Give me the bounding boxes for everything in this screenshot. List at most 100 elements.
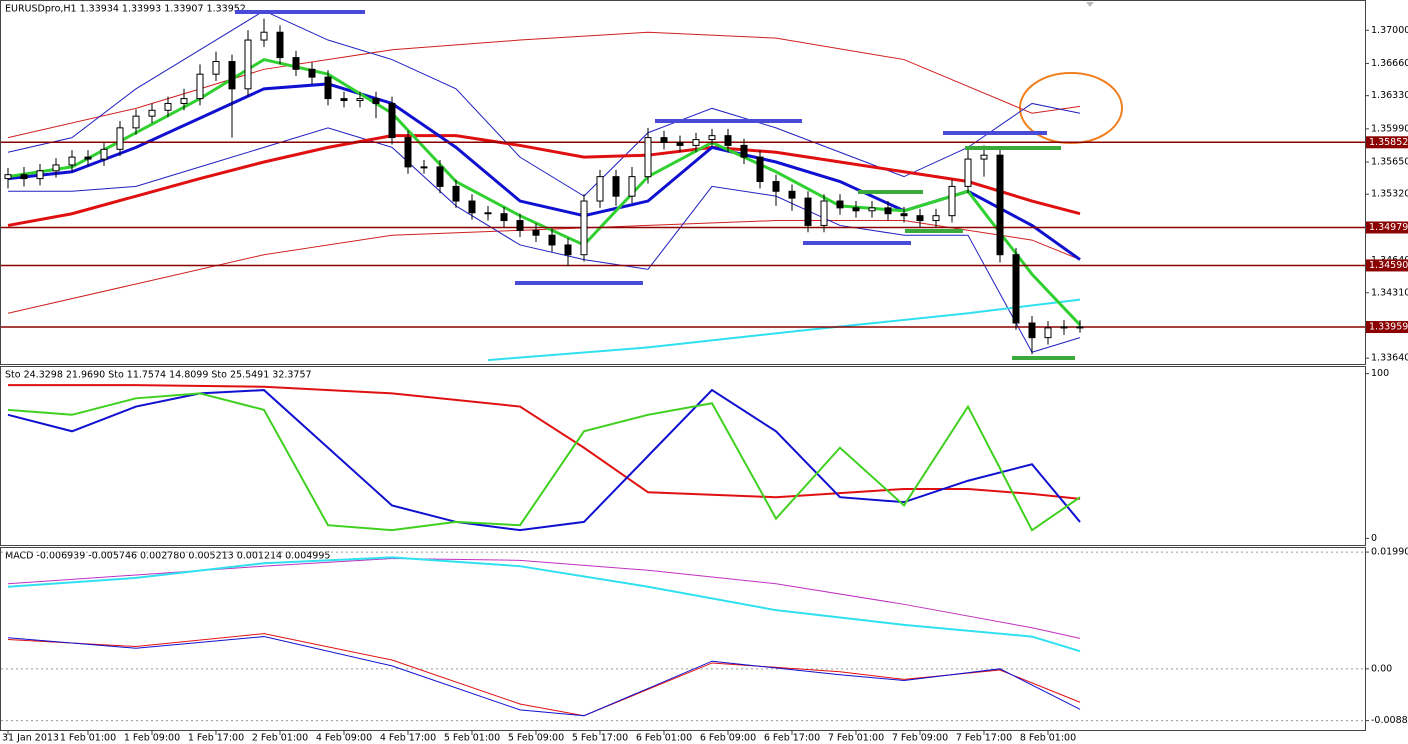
candle-body — [388, 102, 396, 139]
candle-body — [932, 215, 940, 222]
candle-body — [356, 98, 364, 102]
level-label-box — [1366, 259, 1408, 272]
level-label: 1.33959 — [1369, 322, 1408, 333]
candle-body — [436, 166, 444, 187]
candle-body — [852, 207, 860, 212]
candle-body — [260, 31, 268, 41]
y-tick-label: 1.34310 — [1371, 287, 1408, 298]
level-label-box — [1366, 221, 1408, 234]
y-tick-label: -0.00883 — [1371, 715, 1408, 726]
shift-marker — [1086, 2, 1094, 7]
candle-body — [500, 213, 508, 222]
candle-body — [228, 61, 236, 90]
candle-body — [36, 170, 44, 180]
x-tick-label: 6 Feb 01:00 — [636, 733, 692, 744]
x-tick-label: 5 Feb 01:00 — [444, 733, 500, 744]
candle-body — [516, 220, 524, 231]
y-tick-label: 1.35650 — [1371, 157, 1408, 168]
indicator-line — [7, 392, 1081, 532]
candle-body — [708, 135, 716, 141]
indicator-line — [7, 556, 1081, 653]
level-label-box — [1366, 136, 1408, 149]
candle-body — [420, 166, 428, 169]
y-tick-label: 100 — [1371, 368, 1389, 379]
level-label-box — [1366, 321, 1408, 334]
candle-body — [292, 57, 300, 70]
level-label: 1.34590 — [1369, 260, 1408, 271]
candle-body — [1076, 326, 1084, 329]
candle-body — [52, 164, 60, 172]
candle-body — [308, 68, 316, 78]
candle-body — [548, 234, 556, 246]
candle-body — [340, 98, 348, 102]
y-tick-label: 1.36330 — [1371, 90, 1408, 101]
candle-body — [404, 137, 412, 168]
candle-body — [964, 158, 972, 187]
candle-body — [1012, 254, 1020, 324]
candle-body — [820, 200, 828, 226]
drawn-objects — [235, 10, 1075, 360]
main-panel — [0, 0, 1366, 365]
y-tick-label: 1.35320 — [1371, 189, 1408, 200]
candle-body — [692, 139, 700, 146]
x-tick-label: 7 Feb 17:00 — [956, 733, 1012, 744]
candle-body — [244, 39, 252, 90]
candle-body — [724, 135, 732, 146]
x-tick-label: 5 Feb 09:00 — [508, 733, 564, 744]
candle-body — [804, 197, 812, 226]
candle-body — [900, 213, 908, 217]
candle-body — [484, 212, 492, 215]
candle-body — [532, 229, 540, 236]
candle-body — [660, 137, 668, 143]
candle-body — [916, 215, 924, 222]
indicator-line — [7, 134, 1081, 227]
indicator-line — [7, 10, 1081, 197]
level-label: 1.34979 — [1369, 222, 1408, 233]
candle-body — [452, 185, 460, 202]
candle-body — [1060, 326, 1068, 329]
candle-body — [996, 154, 1004, 256]
x-tick-label: 6 Feb 17:00 — [764, 733, 820, 744]
candle-body — [116, 127, 124, 150]
candle-body — [148, 109, 156, 117]
candle-body — [84, 156, 92, 160]
candle-body — [324, 76, 332, 100]
indicator-line — [8, 384, 1081, 500]
candle-body — [468, 200, 476, 214]
candle-body — [372, 98, 380, 104]
y-tick-label: 1.36660 — [1371, 58, 1408, 69]
y-tick-label: 0 — [1371, 533, 1377, 544]
x-tick-label: 1 Feb 09:00 — [124, 733, 180, 744]
candle-body — [164, 102, 172, 111]
x-tick-label: 31 Jan 2013 — [2, 733, 59, 744]
candle-body — [276, 31, 284, 59]
indicator-line — [7, 636, 1081, 717]
x-tick-label: 5 Feb 17:00 — [572, 733, 628, 744]
candle-body — [868, 207, 876, 212]
y-tick-label: 1.37000 — [1371, 25, 1408, 36]
x-tick-label: 7 Feb 09:00 — [892, 733, 948, 744]
macd-panel — [0, 547, 1366, 731]
panel-title: Sto 24.3298 21.9690 Sto 11.7574 14.8099 … — [5, 370, 312, 381]
candle-body — [628, 176, 636, 197]
x-tick-label: 8 Feb 01:00 — [1020, 733, 1076, 744]
indicator-line — [8, 127, 1081, 353]
candle-body — [1028, 322, 1036, 339]
level-label: 1.35852 — [1369, 137, 1408, 148]
candle-body — [596, 176, 604, 202]
candle-body — [180, 98, 188, 104]
x-tick-label: 4 Feb 09:00 — [316, 733, 372, 744]
x-tick-label: 6 Feb 09:00 — [700, 733, 756, 744]
candle-body — [4, 174, 12, 180]
x-tick-label: 2 Feb 01:00 — [252, 733, 308, 744]
candle-body — [100, 148, 108, 160]
panel-title: EURUSDpro,H1 1.33934 1.33993 1.33907 1.3… — [5, 4, 246, 15]
panel-title: MACD -0.006939 -0.005746 0.002780 0.0052… — [5, 551, 330, 562]
x-tick-label: 4 Feb 17:00 — [380, 733, 436, 744]
candle-body — [772, 181, 780, 192]
candle-body — [884, 207, 892, 215]
candle-body — [740, 144, 748, 158]
candle-body — [212, 61, 220, 75]
